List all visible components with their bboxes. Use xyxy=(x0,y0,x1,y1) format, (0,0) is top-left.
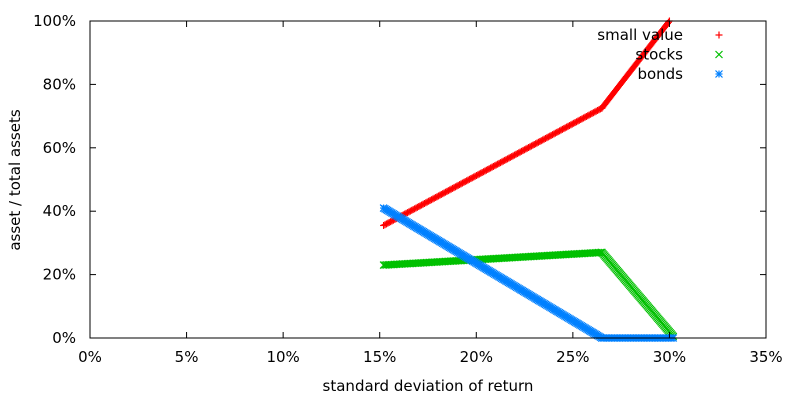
ticks-layer: 0% 5% 10% 15% 20% 25% 30% 35% 0% 20% 40% 60% 80% 100% xyxy=(33,12,783,366)
legend-marker xyxy=(715,50,723,59)
x-tick-label: 15% xyxy=(363,348,396,366)
y-tick-label: 80% xyxy=(43,75,76,93)
legend-label: stocks xyxy=(635,46,683,64)
legend-marker xyxy=(715,70,723,78)
x-tick-label: 25% xyxy=(556,348,589,366)
x-tick-label: 30% xyxy=(653,348,686,366)
series-stocks xyxy=(379,248,678,341)
y-tick-label: 40% xyxy=(43,202,76,220)
y-tick-label: 20% xyxy=(43,266,76,284)
data-point-stroke xyxy=(596,248,605,257)
series-layer xyxy=(379,17,678,342)
series-small-value xyxy=(380,17,673,229)
legend-marker-stroke xyxy=(715,50,723,59)
x-tick-label: 10% xyxy=(266,348,299,366)
legend-label: bonds xyxy=(637,65,683,83)
x-tick-label: 35% xyxy=(749,348,782,366)
x-tick-label: 20% xyxy=(460,348,493,366)
legend-marker xyxy=(715,31,723,39)
legend-marker-stroke xyxy=(715,70,723,78)
plot-frame xyxy=(89,20,767,339)
legend-label: small value xyxy=(597,26,683,44)
y-tick-label: 100% xyxy=(33,12,76,30)
y-tick-label: 0% xyxy=(52,329,76,347)
y-axis-label: asset / total assets xyxy=(6,109,24,251)
x-tick-label: 0% xyxy=(78,348,102,366)
series-bonds xyxy=(379,204,678,342)
data-point xyxy=(664,18,672,26)
y-tick-label: 60% xyxy=(43,139,76,157)
x-axis-label: standard deviation of return xyxy=(323,377,534,395)
data-point xyxy=(596,248,605,257)
data-point-stroke xyxy=(594,248,603,257)
x-tick-label: 5% xyxy=(175,348,199,366)
